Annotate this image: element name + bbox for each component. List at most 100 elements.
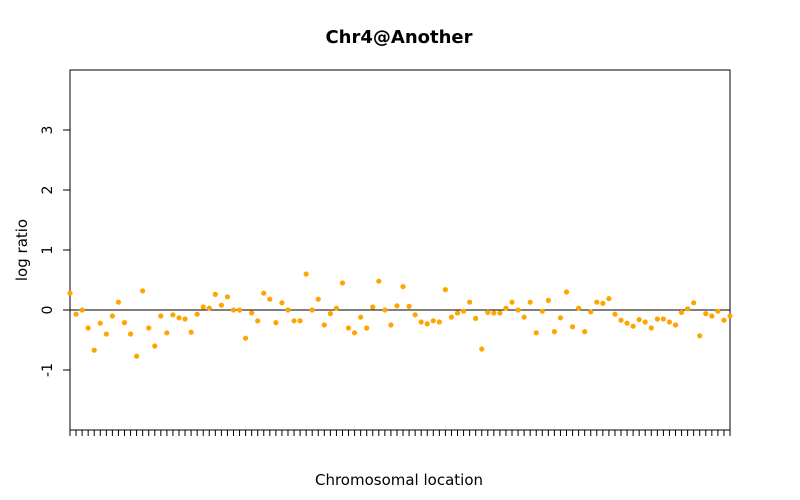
data-point xyxy=(569,324,576,330)
data-point xyxy=(412,312,418,318)
data-point xyxy=(491,310,497,316)
y-tick-label: 2 xyxy=(40,186,56,195)
data-point xyxy=(563,289,570,295)
data-point xyxy=(666,319,673,325)
data-point xyxy=(333,305,340,311)
data-point xyxy=(200,304,206,310)
data-point xyxy=(351,330,358,336)
data-point xyxy=(206,305,212,311)
y-tick-label: 3 xyxy=(40,126,56,135)
data-point xyxy=(454,310,461,316)
data-point xyxy=(485,309,491,315)
y-axis-label: log ratio xyxy=(13,219,31,281)
data-point xyxy=(709,313,715,319)
data-point xyxy=(660,316,666,322)
data-point xyxy=(109,313,115,319)
data-point xyxy=(327,311,333,317)
data-point xyxy=(394,303,400,309)
data-point xyxy=(497,310,503,316)
data-point xyxy=(339,280,346,286)
data-point xyxy=(678,309,685,315)
data-point xyxy=(582,329,588,335)
data-point xyxy=(545,297,551,303)
data-point xyxy=(103,331,109,337)
data-point xyxy=(370,304,376,310)
data-point xyxy=(576,305,582,311)
data-point xyxy=(588,309,594,315)
data-point xyxy=(697,333,703,339)
data-point xyxy=(539,308,545,314)
data-point xyxy=(255,318,261,324)
data-point xyxy=(721,317,727,323)
data-point xyxy=(194,311,200,317)
data-point xyxy=(376,278,382,284)
data-point xyxy=(473,315,479,321)
data-point xyxy=(97,320,103,326)
data-point xyxy=(152,343,158,349)
data-point xyxy=(557,315,564,321)
data-point xyxy=(467,299,473,305)
data-point xyxy=(140,288,146,294)
data-point xyxy=(642,319,648,325)
data-point xyxy=(551,329,558,335)
chart-title: Chr4@Another xyxy=(325,27,472,48)
data-point xyxy=(188,329,194,335)
data-point xyxy=(158,313,164,319)
data-point xyxy=(672,322,679,328)
data-point xyxy=(436,319,442,325)
data-point xyxy=(73,311,79,317)
data-point xyxy=(424,321,430,327)
y-tick-label: -1 xyxy=(40,363,56,377)
data-point xyxy=(618,317,624,323)
data-point xyxy=(230,307,237,313)
data-point xyxy=(242,335,249,341)
data-point xyxy=(515,307,521,313)
data-point xyxy=(533,330,539,336)
data-point xyxy=(612,311,618,317)
data-point xyxy=(127,331,134,337)
data-point xyxy=(134,353,140,359)
data-point xyxy=(170,312,176,318)
data-point xyxy=(267,296,273,302)
y-tick-label: 0 xyxy=(40,306,56,315)
data-point xyxy=(594,299,600,305)
data-point xyxy=(448,314,455,320)
data-point xyxy=(345,325,352,331)
data-point xyxy=(388,322,394,328)
data-point xyxy=(636,317,642,323)
data-point xyxy=(382,307,388,313)
data-point xyxy=(273,320,279,326)
data-point xyxy=(442,287,449,293)
data-point xyxy=(727,313,733,319)
data-point xyxy=(297,318,303,324)
y-axis: -1 0 1 2 3 xyxy=(40,126,70,377)
data-point xyxy=(91,347,97,353)
data-point xyxy=(418,319,424,325)
data-point xyxy=(121,320,128,326)
data-point xyxy=(460,308,467,314)
data-point xyxy=(291,318,297,324)
data-point xyxy=(509,299,515,305)
data-point xyxy=(406,303,412,309)
data-point xyxy=(279,300,285,306)
data-point xyxy=(600,300,606,306)
data-point xyxy=(164,330,170,336)
data-point xyxy=(358,314,364,320)
data-point xyxy=(691,300,697,306)
data-point xyxy=(218,302,224,308)
data-point xyxy=(224,294,231,300)
data-point xyxy=(303,271,309,277)
data-point xyxy=(521,314,527,320)
data-point xyxy=(261,290,267,296)
data-point xyxy=(146,325,152,331)
data-point xyxy=(715,308,721,314)
data-point xyxy=(67,290,73,296)
data-point xyxy=(364,325,370,331)
data-point xyxy=(85,325,91,331)
data-point xyxy=(79,307,85,313)
data-point xyxy=(685,306,691,312)
y-tick-label: 1 xyxy=(40,246,56,255)
data-point xyxy=(624,320,630,326)
data-point xyxy=(703,311,709,317)
